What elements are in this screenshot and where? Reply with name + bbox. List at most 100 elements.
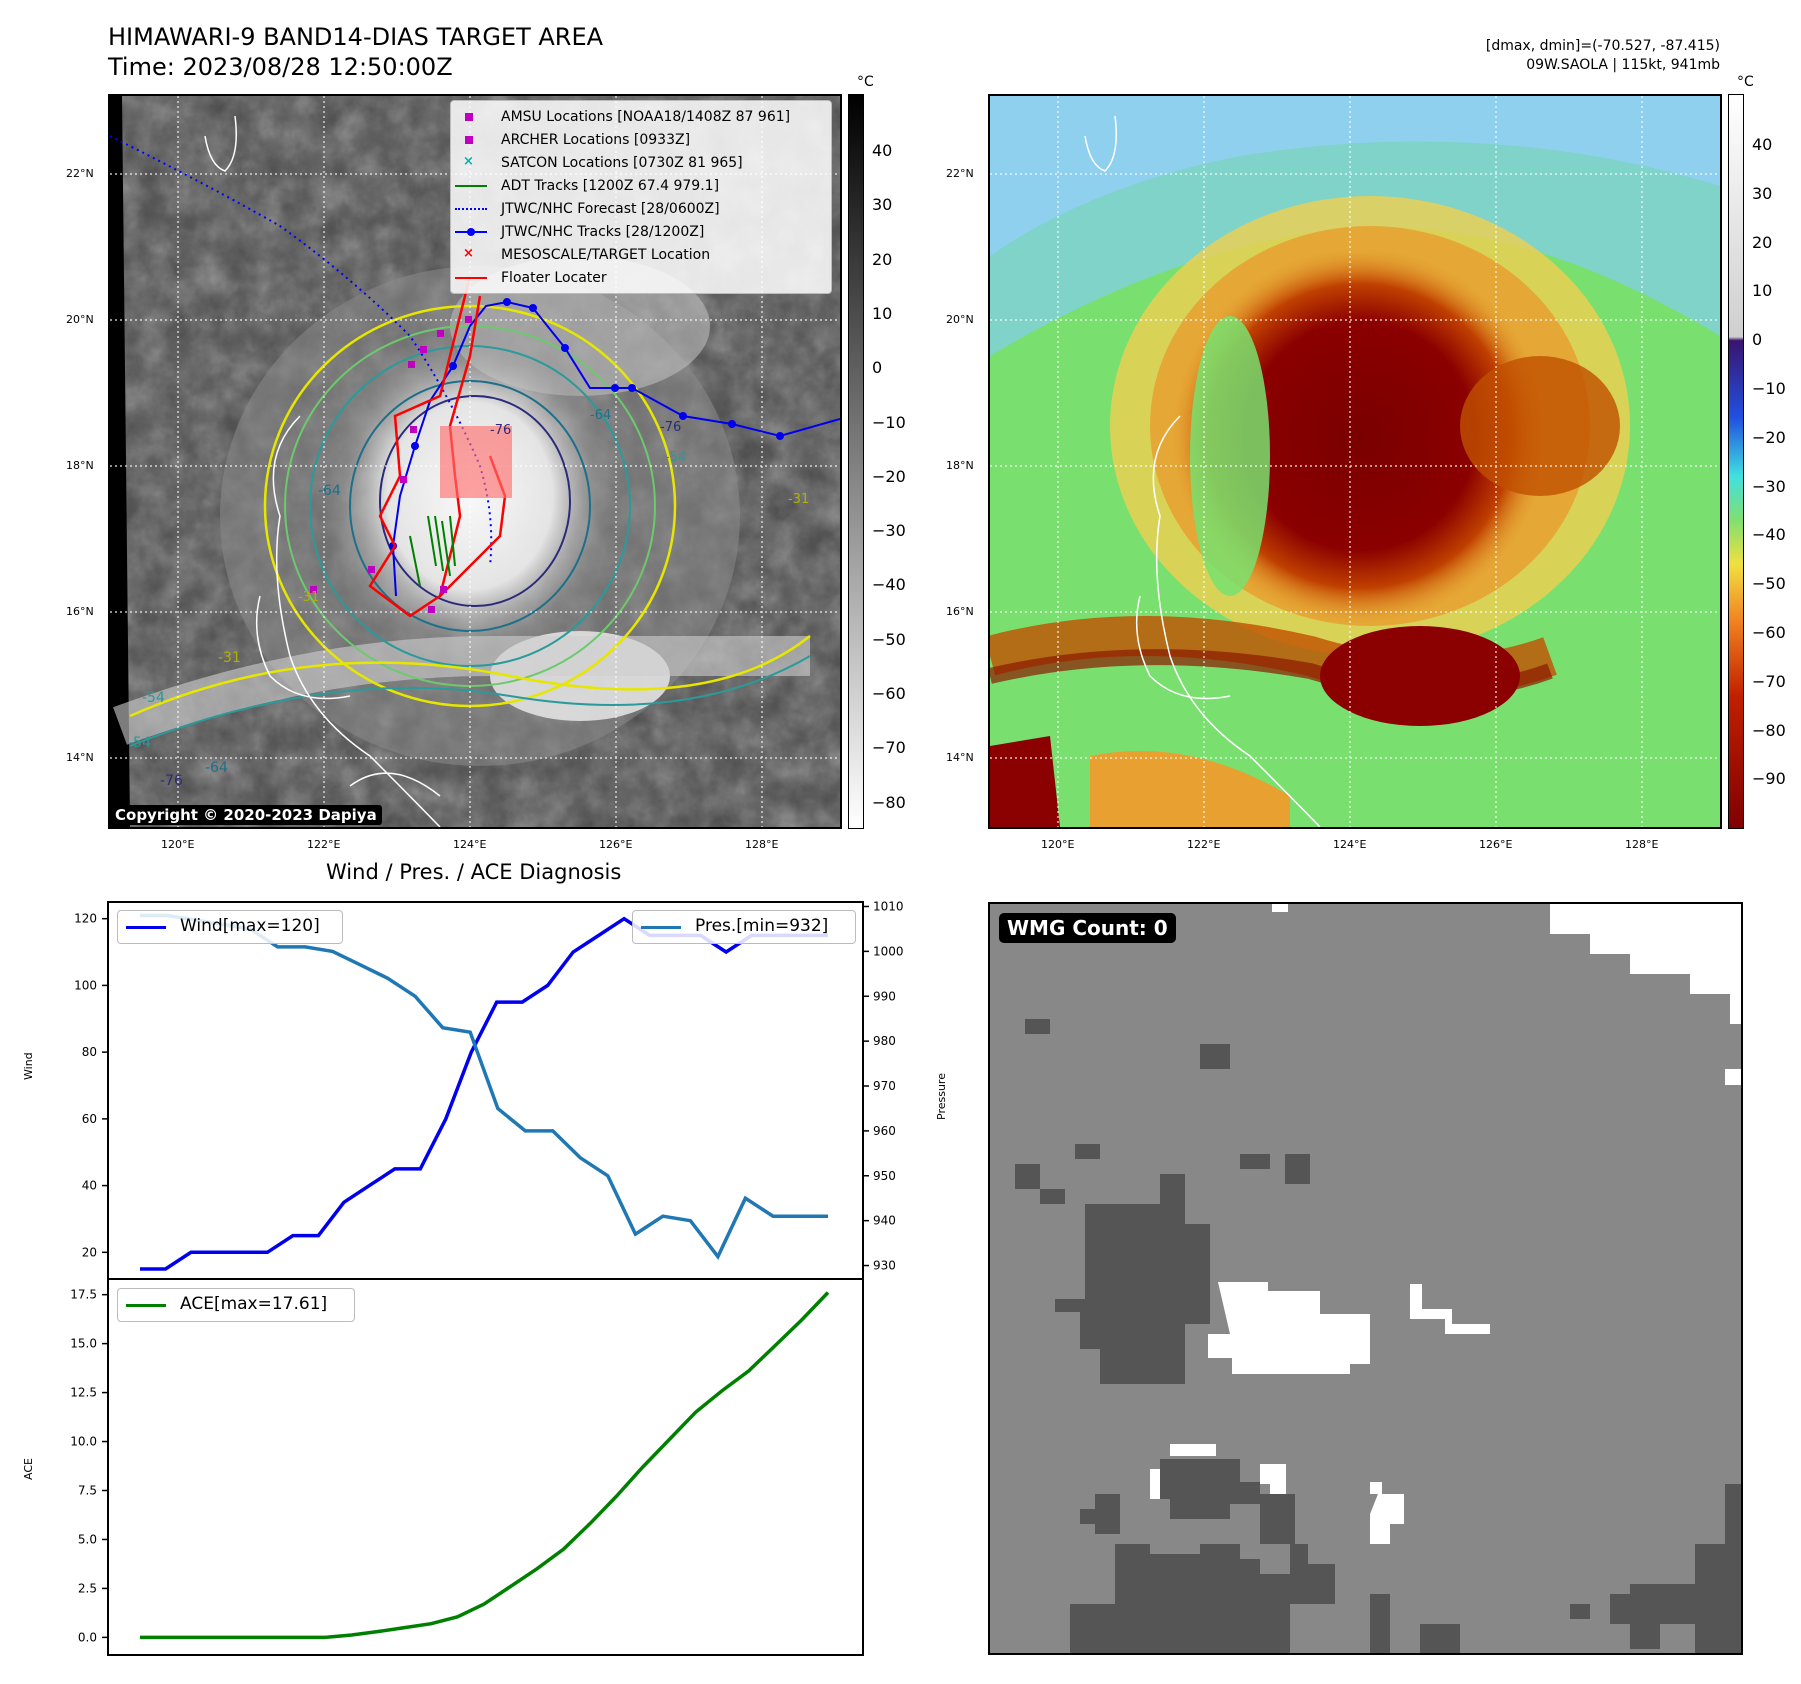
line-marker-icon bbox=[126, 1304, 166, 1307]
colorbar-tick-label: 10 bbox=[1752, 281, 1773, 301]
diag-title: Wind / Pres. / ACE Diagnosis bbox=[326, 860, 622, 884]
colorbar-tick-label: 30 bbox=[1752, 183, 1773, 203]
y-tick-label: 10.0 bbox=[70, 1435, 97, 1449]
lat-label: 18°N bbox=[946, 459, 974, 472]
left-map-legend: AMSU Locations [NOAA18/1408Z 87 961] ARC… bbox=[450, 100, 832, 294]
y-tick-label: 970 bbox=[873, 1079, 896, 1093]
wind-legend: Wind[max=120] bbox=[117, 910, 343, 944]
colorbar-tick-label: −50 bbox=[872, 629, 906, 649]
right-map-image bbox=[990, 96, 1720, 827]
colorbar-tick-label: −40 bbox=[872, 575, 906, 595]
contour-label: -64 bbox=[318, 483, 341, 499]
contour-label: -76 bbox=[160, 773, 183, 789]
colorbar-tick-label: 10 bbox=[872, 303, 893, 323]
wmg-image bbox=[1015, 904, 1741, 1653]
y-tick-label: 40 bbox=[82, 1179, 97, 1193]
wmg-panel bbox=[988, 902, 1743, 1655]
dmax-dmin-readout: [dmax, dmin]=(-70.527, -87.415) bbox=[1485, 38, 1720, 54]
square-marker-icon bbox=[465, 113, 473, 121]
contour-label: -76 bbox=[490, 423, 512, 438]
lat-label: 16°N bbox=[66, 605, 94, 618]
line-marker-icon bbox=[126, 926, 166, 929]
lon-label: 124°E bbox=[453, 838, 487, 851]
lon-label: 128°E bbox=[1625, 838, 1659, 851]
contour-label: -31 bbox=[218, 650, 241, 666]
wind-series-line bbox=[140, 916, 828, 1271]
y-tick-label: 5.0 bbox=[78, 1532, 97, 1546]
y-tick-label: 980 bbox=[873, 1034, 896, 1048]
colorbar-tick-label: 20 bbox=[872, 249, 893, 269]
colorbar-tick-label: −70 bbox=[1752, 671, 1786, 691]
y-tick-label: 100 bbox=[74, 978, 97, 992]
left-colorbar bbox=[848, 94, 864, 829]
x-marker-icon: × bbox=[463, 246, 474, 261]
contour-label: -54 bbox=[142, 690, 165, 706]
lat-label: 20°N bbox=[946, 313, 974, 326]
y-tick-label: 930 bbox=[873, 1259, 896, 1273]
left-colorbar-unit: °C bbox=[857, 74, 874, 90]
colorbar-tick-label: −70 bbox=[872, 738, 906, 758]
right-colorbar bbox=[1728, 94, 1744, 829]
y-tick-label: 960 bbox=[873, 1124, 896, 1138]
lon-label: 128°E bbox=[745, 838, 779, 851]
right-colorbar-unit: °C bbox=[1737, 74, 1754, 90]
pressure-series-line bbox=[140, 913, 828, 1260]
colorbar-tick-label: −60 bbox=[1752, 623, 1786, 642]
y-tick-label: 7.5 bbox=[78, 1484, 97, 1498]
contour-label: -31 bbox=[788, 492, 810, 507]
contour-label: -54 bbox=[128, 735, 151, 751]
colorbar-tick-label: −50 bbox=[1752, 574, 1786, 594]
lat-label: 14°N bbox=[946, 751, 974, 764]
colorbar-tick-label: −80 bbox=[872, 792, 906, 812]
ace-legend: ACE[max=17.61] bbox=[117, 1288, 355, 1322]
y-tick-label: 17.5 bbox=[70, 1288, 97, 1302]
contour-label: -31 bbox=[298, 590, 320, 605]
colorbar-tick-label: −10 bbox=[1752, 379, 1786, 398]
copyright-label: Copyright © 2020-2023 Dapiya bbox=[110, 805, 382, 825]
colorbar-tick-label: −60 bbox=[872, 684, 906, 703]
colorbar-tick-label: −30 bbox=[872, 521, 906, 541]
ace-plot-frame bbox=[107, 1278, 864, 1656]
contour-label: -64 bbox=[205, 760, 228, 776]
colorbar-tick-label: −30 bbox=[1752, 476, 1786, 496]
colorbar-tick-label: −10 bbox=[872, 412, 906, 432]
lat-label: 22°N bbox=[66, 167, 94, 180]
lat-label: 14°N bbox=[66, 751, 94, 764]
y-tick-label: 2.5 bbox=[78, 1581, 97, 1595]
y-tick-label: 20 bbox=[82, 1245, 97, 1259]
colorbar-tick-label: 30 bbox=[872, 195, 893, 215]
y-tick-label: 15.0 bbox=[70, 1337, 97, 1351]
y-tick-label: 0.0 bbox=[78, 1630, 97, 1644]
y-tick-label: 80 bbox=[82, 1045, 97, 1059]
lon-label: 126°E bbox=[599, 838, 633, 851]
x-marker-icon: × bbox=[463, 154, 474, 169]
square-marker-icon bbox=[465, 136, 473, 144]
colorbar-tick-label: −80 bbox=[1752, 720, 1786, 740]
contour-label: -64 bbox=[590, 408, 612, 423]
contour-label: -76 bbox=[660, 420, 682, 435]
lat-label: 18°N bbox=[66, 459, 94, 472]
figure-title: HIMAWARI-9 BAND14-DIAS TARGET AREA bbox=[108, 23, 604, 51]
wmg-count-badge: WMG Count: 0 bbox=[999, 913, 1176, 943]
lon-label: 126°E bbox=[1479, 838, 1513, 851]
colorbar-tick-label: 0 bbox=[872, 358, 883, 378]
lon-label: 120°E bbox=[1041, 838, 1075, 851]
y-tick-label: 120 bbox=[74, 912, 97, 926]
colorbar-tick-label: 0 bbox=[1752, 330, 1763, 350]
dotted-line-icon bbox=[455, 208, 487, 210]
lat-label: 20°N bbox=[66, 313, 94, 326]
lon-label: 122°E bbox=[1187, 838, 1221, 851]
colorbar-tick-label: 40 bbox=[872, 141, 893, 160]
y-tick-label: 60 bbox=[82, 1112, 97, 1126]
colorbar-tick-label: −20 bbox=[1752, 427, 1786, 447]
pressure-legend: Pres.[min=932] bbox=[632, 910, 856, 944]
colorbar-tick-label: −20 bbox=[872, 466, 906, 486]
lat-label: 16°N bbox=[946, 605, 974, 618]
line-marker-icon bbox=[455, 277, 487, 279]
figure-time: Time: 2023/08/28 12:50:00Z bbox=[108, 53, 453, 81]
y-tick-label: 12.5 bbox=[70, 1386, 97, 1400]
right-map-panel bbox=[988, 94, 1722, 829]
y-tick-label: 1010 bbox=[873, 899, 904, 913]
colorbar-tick-label: −40 bbox=[1752, 525, 1786, 545]
